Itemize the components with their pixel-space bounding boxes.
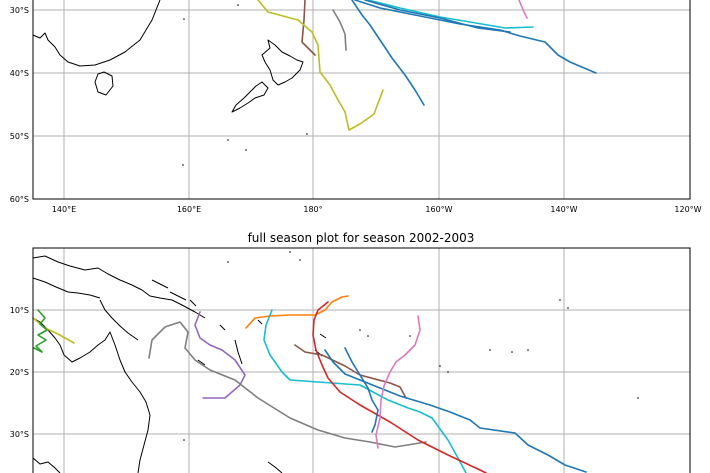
cyclone-track <box>351 0 425 106</box>
top-map: 30°S 40°S 50°S 60°S 140°E 160°E 180° 160… <box>10 0 702 214</box>
y-tick-label: 10°S <box>10 306 29 315</box>
cyclone-track <box>364 0 511 33</box>
cyclone-track <box>245 295 349 329</box>
bottom-map-title: full season plot for season 2002-2003 <box>248 231 475 245</box>
y-tick-label: 20°S <box>10 368 29 377</box>
top-map-tracks <box>257 0 597 131</box>
cyclone-track <box>518 0 528 19</box>
y-tick-label: 60°S <box>10 195 29 204</box>
y-tick-label: 30°S <box>10 6 29 15</box>
bottom-map-coastlines <box>32 251 639 473</box>
cyclone-track <box>332 9 347 51</box>
cyclone-track <box>324 349 587 473</box>
bottom-map-tracks <box>32 295 587 473</box>
cyclone-track <box>33 309 48 353</box>
bottom-map-frame <box>32 247 691 473</box>
top-map-coastlines <box>32 0 308 166</box>
cyclone-track <box>257 0 384 131</box>
y-tick-label: 40°S <box>10 69 29 78</box>
cyclone-track <box>375 315 421 449</box>
x-tick-label: 160°W <box>425 205 452 214</box>
cyclone-track <box>344 347 379 433</box>
bottom-map-gridlines <box>33 248 690 473</box>
y-tick-label: 50°S <box>10 132 29 141</box>
top-map-frame <box>32 0 691 200</box>
bottom-map: full season plot for season 2002-2003 <box>10 231 691 473</box>
cyclone-track <box>312 301 487 473</box>
cyclone-track <box>32 317 75 344</box>
cyclone-track <box>194 311 246 399</box>
cyclone-track <box>294 344 407 399</box>
x-tick-label: 160°E <box>177 205 201 214</box>
top-map-x-ticks: 140°E 160°E 180° 160°W 140°W 120°W <box>52 205 702 214</box>
cyclone-track <box>148 321 427 448</box>
x-tick-label: 120°W <box>674 205 701 214</box>
top-map-gridlines <box>33 0 690 199</box>
top-map-y-ticks: 30°S 40°S 50°S 60°S <box>10 6 29 204</box>
y-tick-label: 30°S <box>10 430 29 439</box>
x-tick-label: 140°W <box>550 205 577 214</box>
cyclone-track <box>367 0 534 29</box>
cyclone-track <box>263 309 467 473</box>
cyclone-track <box>354 0 597 74</box>
x-tick-label: 180° <box>303 205 322 214</box>
bottom-map-y-ticks: 10°S 20°S 30°S <box>10 306 29 439</box>
x-tick-label: 140°E <box>52 205 76 214</box>
cyclone-track <box>301 0 316 56</box>
